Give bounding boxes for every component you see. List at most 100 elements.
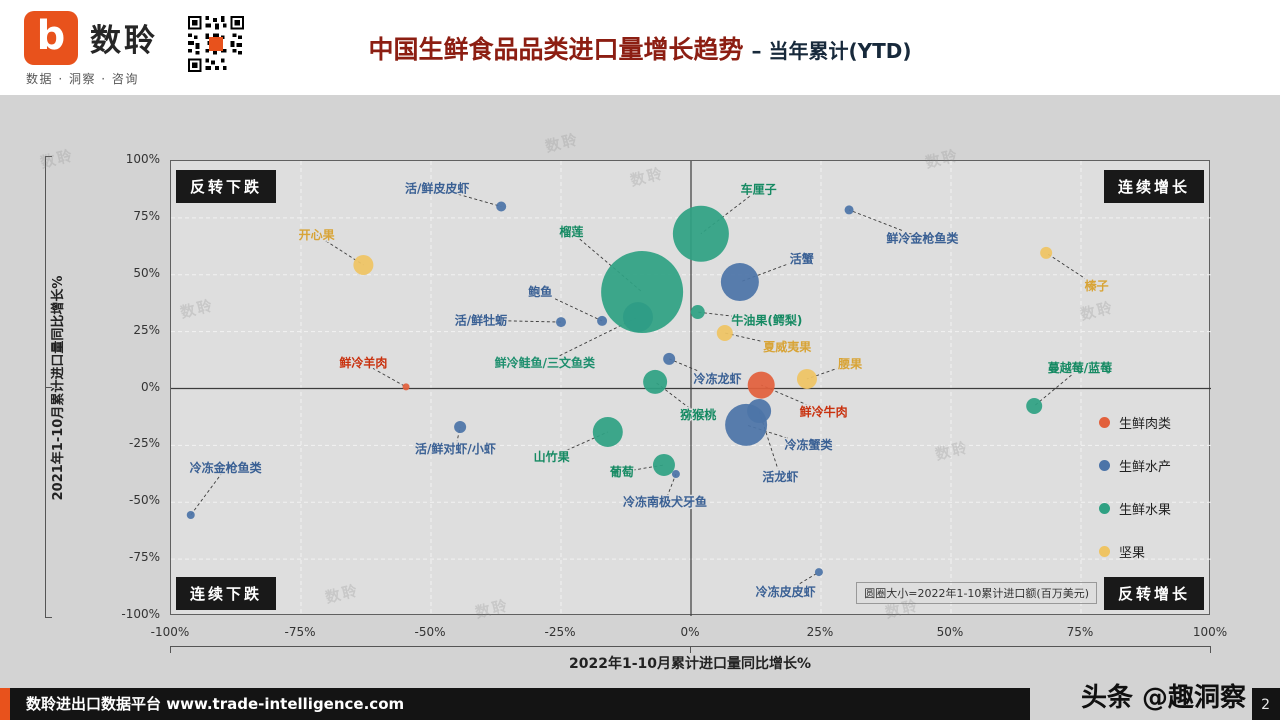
y-tick-label: 25% bbox=[133, 322, 160, 337]
point-label: 腰果 bbox=[837, 356, 862, 371]
point-label: 鲜冷羊肉 bbox=[339, 355, 387, 370]
header: b 数聆 数据 · 洞察 · 咨询 中国生鲜食品品类进口量增长趋势 – 当年累计(… bbox=[0, 0, 1280, 95]
bubble bbox=[747, 371, 775, 399]
page-number: 2 bbox=[1261, 697, 1270, 713]
bubble bbox=[672, 205, 729, 262]
bubble-chart-plot: 活/鲜皮皮虾 鲜冷金枪鱼类 车厘子 开心果 榴莲 活蟹 榛子 鲍鱼 活/鲜牡蛎 鲜冷鲑鱼/三文鱼类… bbox=[170, 160, 1211, 616]
bubble bbox=[643, 369, 668, 394]
x-tick-label: 100% bbox=[1192, 625, 1228, 639]
y-tick-label: 75% bbox=[133, 208, 160, 223]
point-label: 山竹果 bbox=[534, 449, 570, 464]
brand-watermark: 数聆 bbox=[543, 130, 581, 156]
point-label: 牛油果(鳄梨) bbox=[731, 312, 802, 327]
legend-label: 生鲜肉类 bbox=[1119, 417, 1172, 432]
legend-dot-icon bbox=[1099, 503, 1110, 514]
bubble bbox=[402, 383, 410, 391]
footer-accent bbox=[0, 688, 10, 720]
x-tick-label: -50% bbox=[414, 625, 446, 639]
bubble bbox=[1040, 246, 1053, 259]
page-title: 中国生鲜食品品类进口量增长趋势 – 当年累计(YTD) bbox=[369, 30, 912, 66]
point-label: 鲜冷牛肉 bbox=[800, 404, 848, 419]
bubble bbox=[716, 324, 733, 341]
qr-code bbox=[188, 16, 244, 72]
brand-watermark: 数聆 bbox=[38, 146, 76, 172]
point-label: 车厘子 bbox=[741, 181, 777, 196]
point-label: 葡萄 bbox=[609, 464, 634, 479]
y-tick-label: -25% bbox=[128, 436, 160, 451]
bubble bbox=[690, 305, 705, 320]
point-label: 活/鲜皮皮虾 bbox=[405, 180, 469, 195]
quadrant-label-top-right: 连续增长 bbox=[1103, 170, 1204, 203]
y-tick-label: -50% bbox=[128, 493, 160, 508]
point-label: 活/鲜牡蛎 bbox=[455, 312, 507, 327]
point-label: 冷冻金枪鱼类 bbox=[190, 460, 263, 475]
x-tick-label: 25% bbox=[806, 625, 834, 639]
point-label: 鲍鱼 bbox=[528, 284, 552, 299]
legend-dot-icon bbox=[1099, 460, 1110, 471]
point-label: 鲜冷金枪鱼类 bbox=[886, 230, 959, 245]
y-tick-label: 100% bbox=[125, 152, 160, 166]
point-label: 冷冻龙虾 bbox=[694, 371, 742, 386]
x-tick-label: 0% bbox=[680, 625, 700, 639]
x-axis-center-tick bbox=[690, 646, 691, 653]
toutiao-watermark-patch: 头条 @趣洞察 bbox=[1030, 678, 1252, 720]
bubble bbox=[663, 352, 676, 365]
bubble bbox=[844, 205, 854, 215]
x-tick-label: 50% bbox=[936, 625, 964, 639]
x-axis-title: 2022年1-10月累计进口量同比增长% bbox=[568, 656, 812, 672]
legend-label: 生鲜水产 bbox=[1119, 460, 1172, 475]
footer-platform-text: 数聆进出口数据平台 www.trade-intelligence.com bbox=[26, 695, 405, 713]
bubble bbox=[556, 317, 566, 328]
legend-item: 生鲜水产 bbox=[1099, 456, 1171, 475]
point-label: 夏威夷果 bbox=[763, 339, 811, 354]
point-label: 冷冻蟹类 bbox=[785, 437, 834, 452]
legend-item: 生鲜肉类 bbox=[1099, 413, 1171, 432]
bubble bbox=[353, 254, 374, 275]
point-label: 蔓越莓/蓝莓 bbox=[1048, 360, 1112, 375]
bubble bbox=[1026, 398, 1043, 415]
point-label: 活/鲜对虾/小虾 bbox=[415, 441, 496, 456]
bubble bbox=[186, 510, 195, 519]
bubble-size-note: 圆圈大小=2022年1-10累计进口额(百万美元) bbox=[856, 582, 1097, 604]
bubble bbox=[671, 470, 680, 479]
bubble bbox=[720, 263, 759, 302]
quadrant-label-bottom-right: 反转增长 bbox=[1103, 577, 1204, 610]
bubble bbox=[814, 568, 823, 577]
legend: 生鲜肉类生鲜水产生鲜水果坚果 bbox=[1099, 413, 1171, 585]
bubble bbox=[622, 302, 653, 333]
y-tick-label: 50% bbox=[133, 265, 160, 280]
y-tick-label: 0% bbox=[140, 379, 160, 394]
x-tick-label: -100% bbox=[150, 625, 190, 639]
bubble bbox=[597, 315, 608, 326]
legend-label: 生鲜水果 bbox=[1119, 503, 1172, 518]
point-label: 开心果 bbox=[299, 228, 335, 242]
brand-name: 数聆 bbox=[90, 23, 158, 59]
brand-logo-icon: b bbox=[24, 11, 78, 65]
legend-item: 生鲜水果 bbox=[1099, 499, 1171, 518]
x-tick-label: -75% bbox=[284, 625, 316, 639]
legend-label: 坚果 bbox=[1119, 546, 1146, 561]
legend-dot-icon bbox=[1099, 417, 1110, 428]
point-label: 猕猴桃 bbox=[679, 407, 716, 422]
y-axis-mid-tick bbox=[45, 387, 52, 388]
bubble bbox=[496, 201, 507, 212]
quadrant-label-bottom-left: 连续下跌 bbox=[176, 577, 277, 610]
point-label: 活蟹 bbox=[790, 251, 814, 266]
bubble bbox=[454, 420, 467, 433]
legend-item: 坚果 bbox=[1099, 542, 1171, 561]
bubble bbox=[796, 368, 817, 389]
point-label: 冷冻南极犬牙鱼 bbox=[623, 494, 707, 509]
bubble bbox=[652, 453, 675, 476]
quadrant-label-top-left: 反转下跌 bbox=[176, 170, 277, 203]
page-title-main: 中国生鲜食品品类进口量增长趋势 bbox=[368, 35, 744, 64]
point-label: 活龙虾 bbox=[762, 469, 798, 484]
x-tick-label: -25% bbox=[544, 625, 576, 639]
page-title-suffix: – 当年累计(YTD) bbox=[751, 39, 912, 63]
toutiao-watermark: 头条 @趣洞察 bbox=[1080, 683, 1246, 713]
point-label: 榴莲 bbox=[559, 224, 583, 239]
bubble bbox=[747, 399, 772, 424]
point-label: 榛子 bbox=[1085, 278, 1109, 293]
brand-tagline: 数据 · 洞察 · 咨询 bbox=[26, 72, 139, 86]
